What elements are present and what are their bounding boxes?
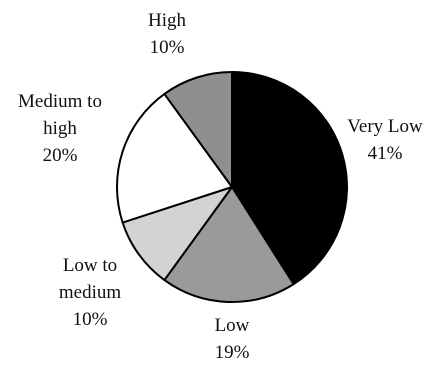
pie-slice-category: Low [215,315,250,336]
pie-labels: Very Low 41% Low 19% Low to medium 10% Medium t… [18,10,423,363]
pie-slice-4 [116,92,233,224]
pie-slice-value: 10% [150,37,185,58]
pie-slice-category: Medium to [18,91,102,112]
pie-slice-category: medium [59,282,121,303]
pie-slice-2 [163,186,295,303]
pie-slice-5 [163,71,233,188]
pie-slice-label-3: Low to medium 10% [59,255,121,330]
pie-slice-category: High [148,10,187,31]
pie-slice-value: 10% [73,309,108,330]
pie-slice-value: 19% [215,342,250,363]
pie-slice-category: Low to [63,255,117,276]
pie-slice-category: Very Low [347,116,423,137]
pie-slice-value: 41% [368,143,403,164]
pie-slice-label-5: High 10% [148,10,187,58]
pie-slice-3 [121,186,233,282]
pie-slice-label-4: Medium to high 20% [18,91,102,166]
pie-slice-category: high [43,118,77,139]
pie-slice-label-2: Low 19% [215,315,250,363]
pie-slice-value: 20% [43,145,78,166]
pie-slices [116,71,348,303]
pie-slice-label-1: Very Low 41% [347,116,423,164]
